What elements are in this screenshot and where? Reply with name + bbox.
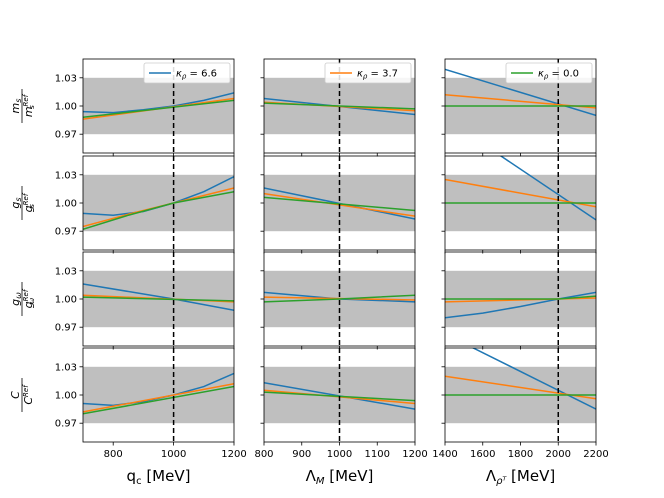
y-label-numerator: C xyxy=(9,391,22,399)
y-tick-label: 1.00 xyxy=(55,295,77,306)
y-tick-label: 0.97 xyxy=(55,130,77,141)
y-tick-label: 1.00 xyxy=(55,391,77,402)
x-tick-label: 900 xyxy=(292,449,311,460)
x-axis-label: qc [MeV] xyxy=(127,467,191,487)
y-tick-label: 0.97 xyxy=(55,227,77,238)
x-tick-label: 1200 xyxy=(402,449,427,460)
series-line-green xyxy=(83,385,234,415)
subplot-r3-c3 xyxy=(441,251,597,350)
legend-label: κρ = 0.0 xyxy=(538,69,579,81)
subplot-r1-c3: κρ = 0.0 xyxy=(441,58,597,157)
subplot-r2-c2 xyxy=(260,155,416,254)
y-tick-label: 1.00 xyxy=(55,199,77,210)
x-tick-label: 1800 xyxy=(508,449,533,460)
subplot-r2-c3 xyxy=(441,155,597,254)
series-group xyxy=(264,291,415,303)
series-line-green xyxy=(445,295,596,300)
y-label-numerator: ms xyxy=(9,99,23,114)
legend: κρ = 3.7 xyxy=(324,62,412,84)
y-label-denominator: CRef xyxy=(22,384,35,405)
series-line-green xyxy=(264,196,415,212)
legend: κρ = 0.0 xyxy=(505,62,593,84)
y-label-denominator: mRefs xyxy=(22,93,36,117)
series-line-green xyxy=(264,294,415,303)
x-tick-label: 2200 xyxy=(583,449,608,460)
series-line-blue xyxy=(471,348,596,410)
series-line-orange xyxy=(445,178,596,208)
subplot-r2-c1: 0.97 1.00 1.03 xyxy=(55,155,235,254)
series-group xyxy=(83,372,234,415)
x-tick-label: 1000 xyxy=(161,449,186,460)
subplot-r4-c1: 0.97 1.00 1.03 800 1000 1200 xyxy=(55,347,247,460)
legend: κρ = 6.6 xyxy=(143,62,231,84)
x-tick-label: 800 xyxy=(104,449,123,460)
y-label-numerator: gω xyxy=(9,292,23,306)
x-tick-label: 1400 xyxy=(432,449,457,460)
tolerance-band xyxy=(83,366,234,424)
x-tick-label: 1600 xyxy=(470,449,495,460)
series-line-green xyxy=(83,99,234,119)
y-label-numerator: gs xyxy=(9,197,23,208)
series-line-green xyxy=(264,102,415,110)
y-tick-label: 1.03 xyxy=(55,266,77,277)
legend-box xyxy=(505,62,593,84)
x-tick-label: 800 xyxy=(254,449,273,460)
x-tick-label: 1000 xyxy=(327,449,352,460)
y-label-denominator: gRefω xyxy=(22,288,36,308)
series-line-orange xyxy=(83,382,234,413)
y-tick-label: 1.03 xyxy=(55,170,77,181)
series-group xyxy=(445,291,596,319)
x-axis-label: Λρᵀ [MeV] xyxy=(486,467,555,487)
y-tick-label: 1.03 xyxy=(55,73,77,84)
series-line-green xyxy=(83,190,234,231)
subplot-r3-c2 xyxy=(260,251,416,350)
x-tick-label: 1100 xyxy=(365,449,390,460)
y-tick-label: 0.97 xyxy=(55,323,77,334)
y-label-denominator: gRefs xyxy=(22,192,36,212)
series-line-blue xyxy=(445,68,596,117)
subplot-r1-c1: 0.97 1.00 1.03 κρ = 6.6 xyxy=(55,58,235,157)
legend-label: κρ = 6.6 xyxy=(176,69,217,81)
series-line-green xyxy=(83,296,234,302)
series-group xyxy=(445,348,596,410)
subplot-r4-c3: 1400 1600 1800 2000 2200 xyxy=(432,347,609,460)
subplot-r4-c2: 800 900 1000 1100 1200 xyxy=(254,347,428,460)
series-line-blue xyxy=(83,92,234,114)
legend-box xyxy=(143,62,231,84)
series-group xyxy=(83,92,234,120)
legend-box xyxy=(324,62,412,84)
subplot-r3-c1: 0.97 1.00 1.03 xyxy=(55,251,235,350)
y-tick-label: 0.97 xyxy=(55,419,77,430)
tolerance-band xyxy=(83,77,234,135)
series-group xyxy=(445,156,596,221)
x-tick-label: 2000 xyxy=(546,449,571,460)
series-group xyxy=(83,176,234,231)
legend-label: κρ = 3.7 xyxy=(357,69,398,81)
series-line-blue xyxy=(445,291,596,319)
series-group xyxy=(445,68,596,117)
y-tick-label: 1.00 xyxy=(55,102,77,113)
subplot-r1-c2: κρ = 3.7 xyxy=(260,58,416,157)
y-tick-label: 1.03 xyxy=(55,362,77,373)
series-group xyxy=(83,283,234,312)
series-group xyxy=(264,97,415,116)
x-axis-label: ΛM [MeV] xyxy=(306,467,374,487)
x-tick-label: 1200 xyxy=(221,449,246,460)
